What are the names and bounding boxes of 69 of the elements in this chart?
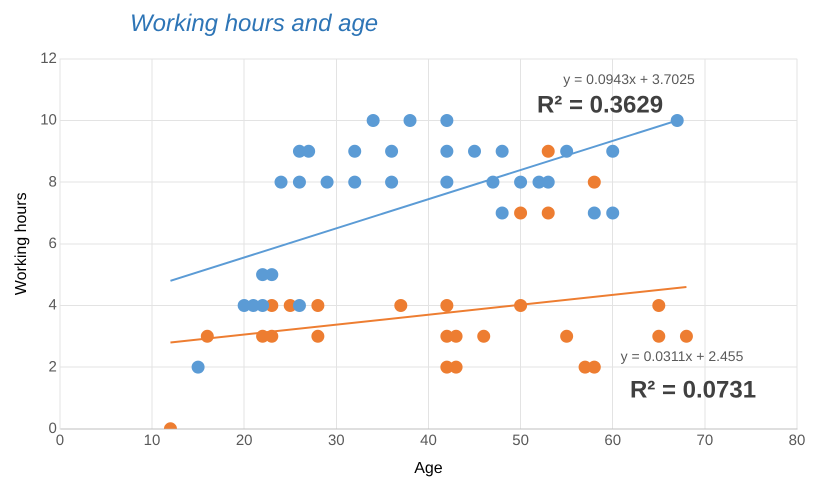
y-tick-label: 6 — [48, 234, 57, 252]
y-tick-label: 0 — [48, 420, 57, 437]
y-axis-title: Working hours — [13, 192, 30, 296]
point — [311, 330, 324, 343]
x-tick-label: 40 — [420, 432, 437, 449]
point — [348, 176, 362, 189]
point — [486, 176, 500, 189]
point — [670, 114, 684, 127]
point — [265, 268, 278, 282]
point — [496, 144, 509, 158]
annotation: R² = 0.0731 — [630, 376, 756, 404]
x-axis-title: Age — [414, 460, 443, 477]
point — [404, 114, 417, 127]
point — [256, 298, 270, 312]
point — [588, 176, 601, 189]
point — [292, 176, 306, 189]
x-tick-label: 80 — [788, 432, 806, 449]
point — [588, 206, 601, 220]
annotation: y = 0.0311x + 2.455 — [620, 348, 744, 364]
point — [302, 144, 316, 158]
x-tick-label: 20 — [236, 432, 253, 449]
point — [652, 298, 666, 312]
point — [606, 144, 620, 158]
point — [192, 360, 205, 374]
point — [440, 298, 454, 312]
point — [385, 176, 398, 189]
point — [440, 114, 454, 127]
point — [496, 206, 509, 220]
point — [450, 330, 463, 343]
point — [606, 206, 620, 220]
point — [274, 176, 288, 189]
point — [542, 144, 555, 158]
x-tick-label: 70 — [696, 432, 714, 449]
x-tick-label: 60 — [604, 432, 622, 449]
point — [514, 176, 528, 189]
point — [468, 144, 482, 158]
x-tick-label: 10 — [144, 432, 160, 449]
x-tick-label: 30 — [328, 432, 345, 449]
point — [440, 144, 454, 158]
y-tick-label: 2 — [48, 358, 57, 376]
point — [292, 298, 306, 312]
point — [588, 360, 601, 374]
y-tick-label: 8 — [48, 173, 57, 190]
annotation: y = 0.0943x + 3.7025 — [563, 70, 695, 87]
point — [265, 330, 278, 343]
point — [542, 206, 555, 220]
point — [394, 298, 408, 312]
point — [560, 144, 574, 158]
point — [680, 330, 693, 343]
point — [450, 360, 463, 374]
point — [440, 176, 454, 189]
point — [200, 330, 214, 343]
y-tick-label: 12 — [40, 50, 57, 67]
point — [385, 144, 398, 158]
point — [477, 330, 490, 343]
point — [542, 176, 555, 189]
point — [560, 330, 574, 343]
point — [652, 330, 666, 343]
y-tick-label: 4 — [48, 296, 57, 314]
point — [514, 206, 528, 220]
annotation: R² = 0.3629 — [536, 92, 664, 119]
point — [311, 298, 324, 312]
y-tick-label: 10 — [40, 112, 57, 129]
point — [348, 144, 362, 158]
point — [514, 298, 528, 312]
point — [366, 114, 380, 127]
point — [320, 176, 334, 189]
x-tick-label: 50 — [512, 432, 529, 449]
chart-title: Working hours and age — [130, 10, 378, 38]
